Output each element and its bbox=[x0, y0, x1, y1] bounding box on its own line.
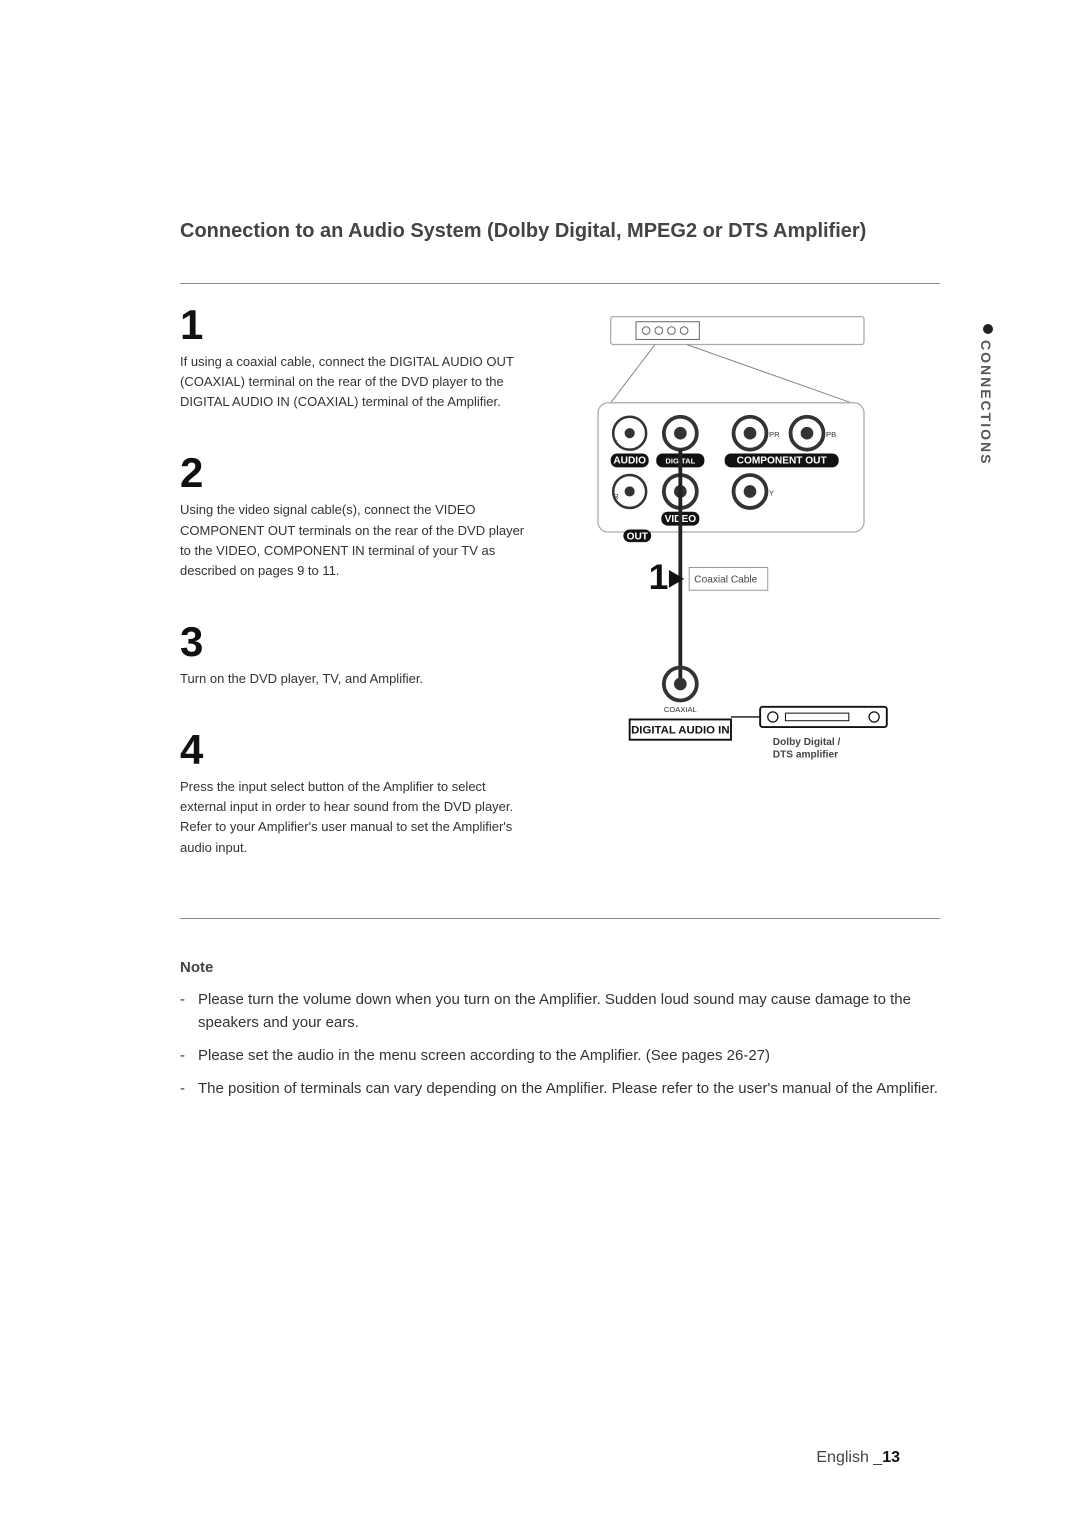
step-num-3: 3 bbox=[180, 621, 530, 663]
component-label: COMPONENT OUT bbox=[737, 456, 828, 467]
tab-label: CONNECTIONS bbox=[978, 340, 994, 465]
step-4: 4 Press the input select button of the A… bbox=[180, 729, 530, 858]
arrow-number: 1 bbox=[649, 557, 669, 597]
step-text-4: Press the input select button of the Amp… bbox=[180, 777, 530, 858]
coax-cable-label: Coaxial Cable bbox=[694, 575, 757, 586]
section-title: Connection to an Audio System (Dolby Dig… bbox=[180, 220, 940, 243]
note-item: Please turn the volume down when you tur… bbox=[198, 988, 940, 1035]
step-3: 3 Turn on the DVD player, TV, and Amplif… bbox=[180, 621, 530, 689]
footer-page-number: 13 bbox=[882, 1449, 900, 1466]
top-rule bbox=[180, 283, 940, 284]
step-2: 2 Using the video signal cable(s), conne… bbox=[180, 452, 530, 581]
step-1: 1 If using a coaxial cable, connect the … bbox=[180, 304, 530, 412]
out-label: OUT bbox=[627, 532, 649, 543]
step-num-4: 4 bbox=[180, 729, 530, 771]
footer-lang-label: English _ bbox=[816, 1449, 882, 1466]
amp-name-2: DTS amplifier bbox=[773, 749, 838, 760]
step-text-2: Using the video signal cable(s), connect… bbox=[180, 500, 530, 581]
y-label: Y bbox=[769, 488, 774, 497]
l-label: L bbox=[613, 434, 617, 443]
section-tab: CONNECTIONS bbox=[974, 340, 1000, 570]
audio-label: AUDIO bbox=[613, 456, 646, 467]
steps-column: 1 If using a coaxial cable, connect the … bbox=[180, 304, 530, 898]
diagram-column: L PR PB AUDIO DIGITAL COMPONENT OUT R bbox=[560, 304, 940, 898]
step-num-2: 2 bbox=[180, 452, 530, 494]
connection-diagram: L PR PB AUDIO DIGITAL COMPONENT OUT R bbox=[560, 304, 940, 836]
tab-dot-icon bbox=[983, 324, 993, 334]
page-footer: English _13 bbox=[816, 1449, 900, 1467]
note-item: The position of terminals can vary depen… bbox=[198, 1077, 940, 1100]
amp-coaxial-label: COAXIAL bbox=[664, 705, 697, 714]
amp-name-1: Dolby Digital / bbox=[773, 737, 841, 748]
note-item: Please set the audio in the menu screen … bbox=[198, 1044, 940, 1067]
pr-label: PR bbox=[769, 430, 780, 439]
note-list: Please turn the volume down when you tur… bbox=[180, 988, 940, 1101]
page: Connection to an Audio System (Dolby Dig… bbox=[0, 0, 1080, 1527]
amp-input-label: DIGITAL AUDIO IN bbox=[631, 724, 730, 736]
r-label: R bbox=[613, 492, 619, 501]
amplifier-icon bbox=[760, 707, 887, 727]
bottom-rule bbox=[180, 918, 940, 919]
step-text-3: Turn on the DVD player, TV, and Amplifie… bbox=[180, 669, 530, 689]
content-row: 1 If using a coaxial cable, connect the … bbox=[180, 304, 940, 898]
dvd-player-icon bbox=[611, 317, 864, 345]
pb-label: PB bbox=[826, 430, 836, 439]
step-text-1: If using a coaxial cable, connect the DI… bbox=[180, 352, 530, 412]
note-heading: Note bbox=[180, 959, 940, 976]
step-num-1: 1 bbox=[180, 304, 530, 346]
